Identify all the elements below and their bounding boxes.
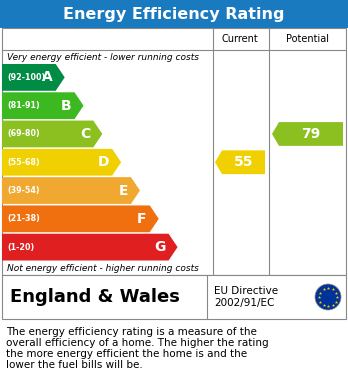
Polygon shape	[2, 234, 177, 260]
Polygon shape	[272, 122, 343, 146]
Text: (1-20): (1-20)	[7, 242, 34, 251]
Text: The energy efficiency rating is a measure of the: The energy efficiency rating is a measur…	[6, 327, 257, 337]
Text: (21-38): (21-38)	[7, 214, 40, 223]
Bar	[2, 275, 346, 319]
Text: (55-68): (55-68)	[7, 158, 40, 167]
Polygon shape	[215, 151, 265, 174]
Text: the more energy efficient the home is and the: the more energy efficient the home is an…	[6, 349, 247, 359]
Polygon shape	[2, 149, 121, 176]
Text: D: D	[98, 155, 109, 169]
Text: (92-100): (92-100)	[7, 73, 45, 82]
Text: Not energy efficient - higher running costs: Not energy efficient - higher running co…	[7, 264, 199, 273]
Text: B: B	[61, 99, 71, 113]
Text: Very energy efficient - lower running costs: Very energy efficient - lower running co…	[7, 52, 199, 61]
Text: 79: 79	[301, 127, 321, 141]
Text: lower the fuel bills will be.: lower the fuel bills will be.	[6, 360, 143, 370]
Polygon shape	[2, 177, 140, 204]
Text: England & Wales: England & Wales	[10, 288, 180, 306]
Polygon shape	[2, 120, 102, 147]
Text: overall efficiency of a home. The higher the rating: overall efficiency of a home. The higher…	[6, 338, 269, 348]
Polygon shape	[2, 205, 159, 232]
Text: (39-54): (39-54)	[7, 186, 40, 195]
Text: Potential: Potential	[286, 34, 329, 44]
Bar	[2, 28, 346, 275]
Text: G: G	[154, 240, 166, 254]
Text: C: C	[80, 127, 90, 141]
Text: Current: Current	[222, 34, 258, 44]
Text: (69-80): (69-80)	[7, 129, 40, 138]
Text: 55: 55	[234, 155, 253, 169]
Text: A: A	[42, 70, 53, 84]
Text: EU Directive: EU Directive	[214, 286, 278, 296]
Bar	[0, 0, 348, 28]
Text: 2002/91/EC: 2002/91/EC	[214, 298, 274, 308]
Circle shape	[315, 284, 341, 310]
Text: E: E	[118, 183, 128, 197]
Text: F: F	[137, 212, 147, 226]
Text: Energy Efficiency Rating: Energy Efficiency Rating	[63, 7, 285, 22]
Polygon shape	[2, 64, 65, 91]
Text: (81-91): (81-91)	[7, 101, 40, 110]
Polygon shape	[2, 92, 84, 119]
